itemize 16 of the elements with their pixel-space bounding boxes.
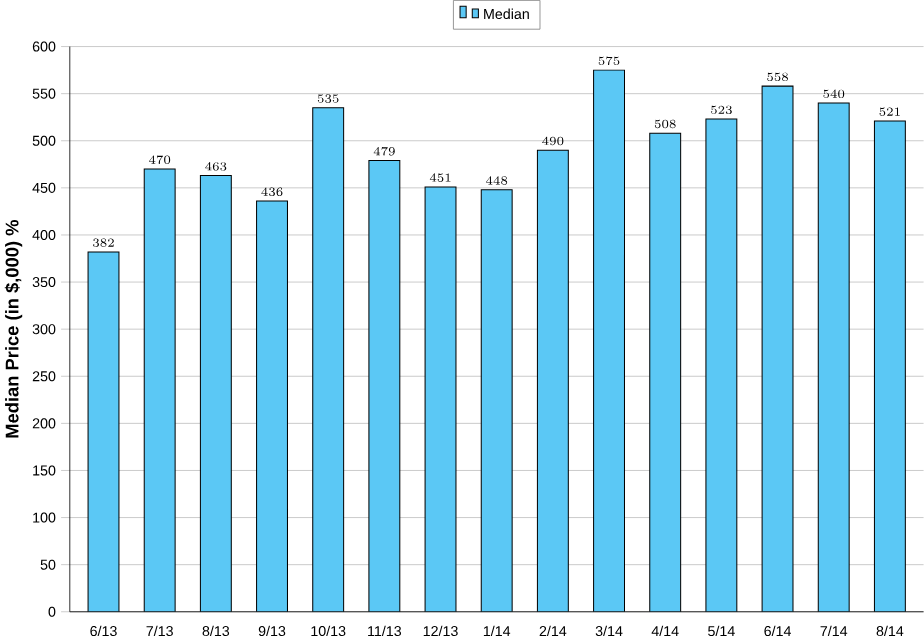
bar (649, 132, 681, 612)
bar (312, 107, 344, 612)
bar (88, 251, 119, 612)
bar (481, 189, 513, 612)
bar (425, 186, 456, 612)
bar (762, 85, 793, 612)
bar (818, 102, 850, 612)
bar (200, 175, 232, 612)
bar (593, 69, 625, 612)
bar (256, 200, 288, 612)
bar (144, 168, 176, 612)
bar (705, 118, 737, 612)
bar (537, 149, 569, 612)
bar (873, 120, 906, 612)
bar (368, 160, 400, 612)
y-axis-title: Median Price (in $,000) % (4, 219, 23, 438)
